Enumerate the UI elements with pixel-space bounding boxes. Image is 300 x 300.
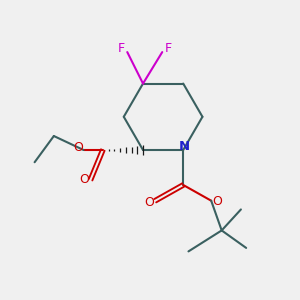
- Text: O: O: [212, 195, 222, 208]
- Text: N: N: [178, 140, 190, 153]
- Text: O: O: [144, 196, 154, 209]
- Text: O: O: [79, 173, 89, 186]
- Text: O: O: [74, 141, 83, 154]
- Text: F: F: [117, 42, 124, 55]
- Text: F: F: [165, 42, 172, 55]
